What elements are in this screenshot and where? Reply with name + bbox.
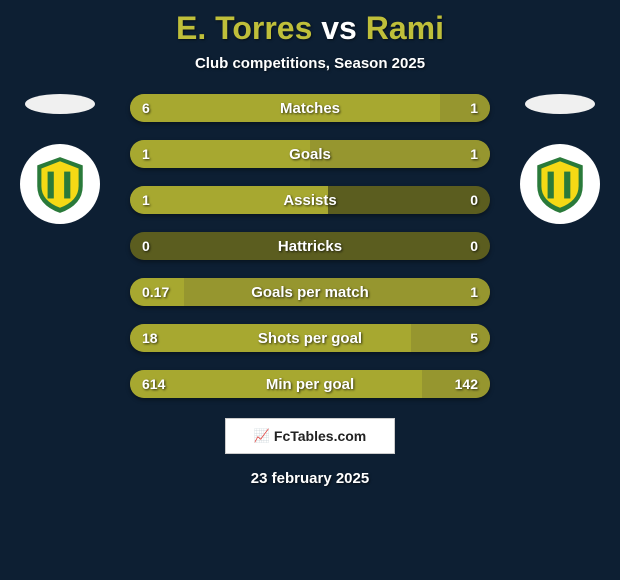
bar-right [184, 278, 490, 306]
chart-icon: 📈 [254, 428, 270, 444]
stat-row: 185Shots per goal [130, 324, 490, 352]
player1-club-badge [20, 144, 100, 224]
stat-row: 61Matches [130, 94, 490, 122]
stats-area: 61Matches11Goals10Assists00Hattricks0.17… [0, 94, 620, 398]
subtitle: Club competitions, Season 2025 [0, 55, 620, 72]
bar-left [130, 324, 411, 352]
player1-photo [25, 94, 95, 114]
photo-ellipse-icon [25, 94, 95, 114]
bar-left [130, 94, 440, 122]
stat-value-right: 142 [443, 370, 490, 398]
club-crest-icon [529, 153, 591, 215]
title-player1: E. Torres [176, 10, 312, 46]
stat-row: 10Assists [130, 186, 490, 214]
stat-value-right: 0 [458, 186, 490, 214]
stat-value-right: 5 [458, 324, 490, 352]
stat-row: 614142Min per goal [130, 370, 490, 398]
page-title: E. Torres vs Rami [0, 10, 620, 47]
stat-label: Hattricks [130, 232, 490, 260]
stat-value-left: 0.17 [130, 278, 181, 306]
stat-value-left: 18 [130, 324, 170, 352]
club-crest-icon [29, 153, 91, 215]
stat-row: 0 0Hattricks [130, 232, 490, 260]
brand-text: FcTables.com [274, 428, 366, 444]
stat-row: 0.171Goals per match [130, 278, 490, 306]
stat-value-left: 0 [130, 232, 162, 260]
stat-value-right: 1 [458, 140, 490, 168]
stat-value-right: 0 [458, 232, 490, 260]
stat-value-left: 1 [130, 186, 162, 214]
stat-value-left: 614 [130, 370, 177, 398]
comparison-infographic: E. Torres vs Rami Club competitions, Sea… [0, 0, 620, 580]
player2-photo [525, 94, 595, 114]
title-vs: vs [312, 10, 365, 46]
brand-badge: 📈 FcTables.com [225, 418, 395, 454]
player2-club-badge [520, 144, 600, 224]
stat-value-left: 1 [130, 140, 162, 168]
photo-ellipse-icon [525, 94, 595, 114]
stat-rows: 61Matches11Goals10Assists00Hattricks0.17… [130, 94, 490, 398]
stat-value-left: 6 [130, 94, 162, 122]
title-player2: Rami [366, 10, 444, 46]
stat-row: 11Goals [130, 140, 490, 168]
stat-value-right: 1 [458, 94, 490, 122]
date-text: 23 february 2025 [0, 470, 620, 487]
stat-value-right: 1 [458, 278, 490, 306]
